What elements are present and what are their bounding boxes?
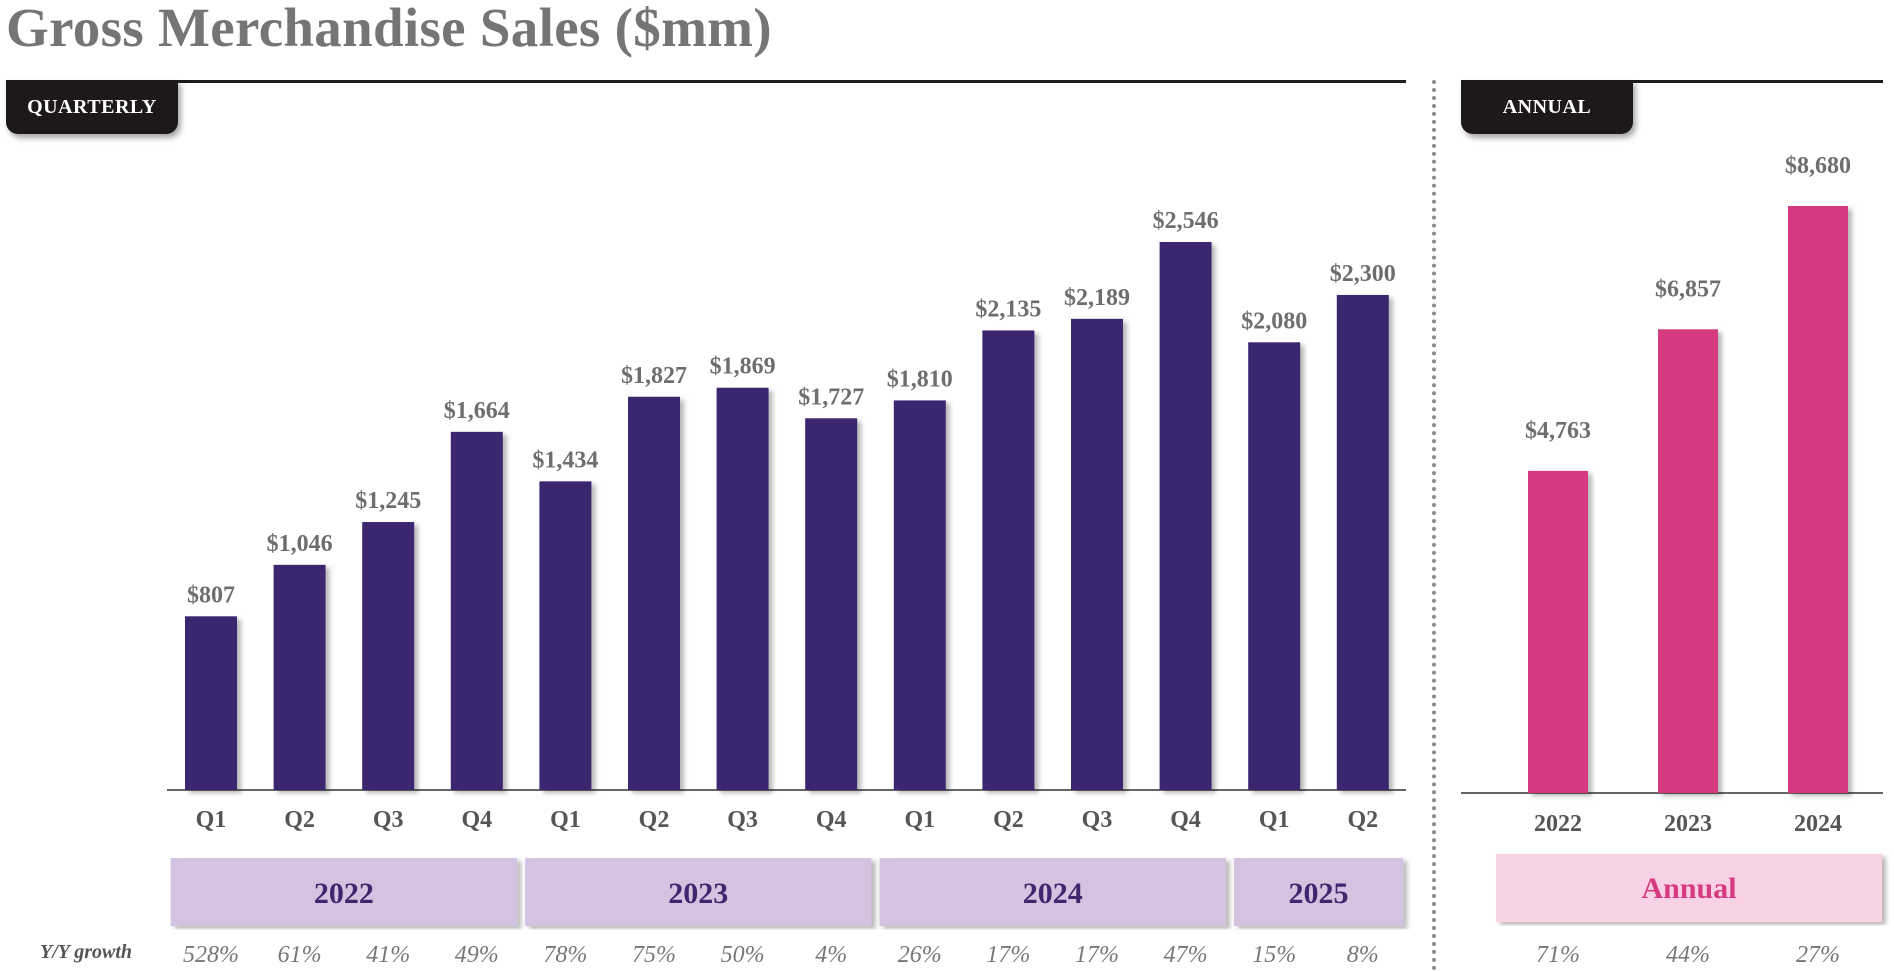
x-tick-label: Q3: [1082, 807, 1113, 833]
bar-value-label: $2,189: [1064, 285, 1130, 311]
bar-value-label: $2,546: [1153, 208, 1219, 234]
growth-value: 61%: [278, 942, 322, 968]
bar-quarter-10: [1071, 318, 1123, 790]
growth-value: 75%: [632, 942, 676, 968]
growth-value: 44%: [1666, 942, 1710, 968]
bar-quarter-7: [805, 418, 858, 790]
growth-value: 528%: [183, 942, 239, 968]
growth-value: 47%: [1164, 942, 1208, 968]
bar-quarter-6: [716, 387, 769, 790]
bar-value-label: $2,300: [1330, 261, 1396, 287]
x-tick-label: 2022: [1534, 811, 1582, 837]
bar-quarter-0: [185, 616, 237, 790]
bar-annual-0: [1528, 470, 1588, 793]
bar-quarter-8: [893, 400, 946, 790]
quarterly-top-rule: [6, 80, 1406, 83]
growth-value: 71%: [1536, 942, 1580, 968]
bar-value-label: $1,869: [710, 354, 776, 380]
year-group-box: [525, 858, 872, 926]
x-tick-label: Q1: [1259, 807, 1290, 833]
bar-quarter-1: [273, 564, 326, 790]
x-tick-label: Q2: [993, 807, 1024, 833]
x-tick-label: Q1: [196, 807, 227, 833]
bar-annual-1: [1658, 329, 1718, 793]
year-group-box: [170, 858, 518, 926]
x-tick-label: 2024: [1794, 811, 1842, 837]
bar-quarter-3: [450, 431, 503, 790]
year-group-label: 2023: [668, 877, 728, 910]
x-tick-label: Q4: [816, 807, 847, 833]
growth-value: 50%: [721, 942, 765, 968]
bar-annual-2: [1788, 206, 1848, 793]
x-tick-label: Q2: [1347, 807, 1378, 833]
bar-quarter-13: [1336, 294, 1389, 790]
x-tick-label: Q4: [461, 807, 492, 833]
year-group-label: 2022: [314, 877, 374, 910]
annual-tab: ANNUAL: [1461, 80, 1633, 134]
bar-quarter-2: [362, 522, 415, 790]
growth-value: 17%: [986, 942, 1030, 968]
bar-value-label: $1,046: [267, 531, 333, 557]
year-group-label: 2025: [1289, 877, 1349, 910]
annual-group-box: [1496, 854, 1882, 922]
x-tick-label: 2023: [1664, 811, 1712, 837]
annual-group-label: Annual: [1641, 872, 1736, 905]
growth-value: 49%: [455, 942, 499, 968]
bar-value-label: $1,434: [532, 447, 598, 473]
x-tick-label: Q2: [639, 807, 670, 833]
x-tick-label: Q4: [1170, 807, 1201, 833]
page-title: Gross Merchandise Sales ($mm): [6, 0, 772, 58]
year-group-box: [1233, 858, 1404, 926]
growth-value: 78%: [543, 942, 587, 968]
growth-value: 27%: [1796, 942, 1840, 968]
growth-row-label: Y/Y growth: [40, 941, 132, 963]
bar-value-label: $6,857: [1655, 276, 1721, 302]
annual-top-rule: [1461, 80, 1883, 83]
growth-value: 26%: [898, 942, 942, 968]
bar-quarter-5: [628, 396, 680, 790]
bar-value-label: $2,135: [975, 296, 1041, 322]
bar-value-label: $4,763: [1525, 418, 1591, 444]
x-tick-label: Q3: [373, 807, 404, 833]
growth-value: 15%: [1252, 942, 1296, 968]
growth-value: 17%: [1075, 942, 1119, 968]
x-tick-label: Q1: [904, 807, 935, 833]
growth-value: 41%: [366, 942, 410, 968]
growth-value: 8%: [1347, 942, 1379, 968]
bar-value-label: $2,080: [1241, 308, 1307, 334]
bar-quarter-12: [1248, 342, 1301, 790]
bar-value-label: $1,810: [887, 366, 953, 392]
bar-quarter-11: [1159, 242, 1212, 790]
quarterly-tab: QUARTERLY: [6, 80, 178, 134]
growth-value: 4%: [815, 942, 847, 968]
x-tick-label: Q2: [284, 807, 315, 833]
x-tick-label: Q1: [550, 807, 581, 833]
bar-value-label: $8,680: [1785, 153, 1851, 179]
x-tick-label: Q3: [727, 807, 758, 833]
bar-value-label: $1,727: [798, 384, 864, 410]
bar-quarter-4: [539, 481, 592, 790]
section-divider: [1432, 80, 1436, 971]
bar-value-label: $1,245: [355, 488, 421, 514]
bar-quarter-9: [982, 330, 1035, 790]
bar-value-label: $807: [187, 582, 235, 608]
bar-value-label: $1,664: [444, 398, 510, 424]
year-group-box: [879, 858, 1226, 926]
year-group-label: 2024: [1023, 877, 1083, 910]
bar-value-label: $1,827: [621, 363, 687, 389]
